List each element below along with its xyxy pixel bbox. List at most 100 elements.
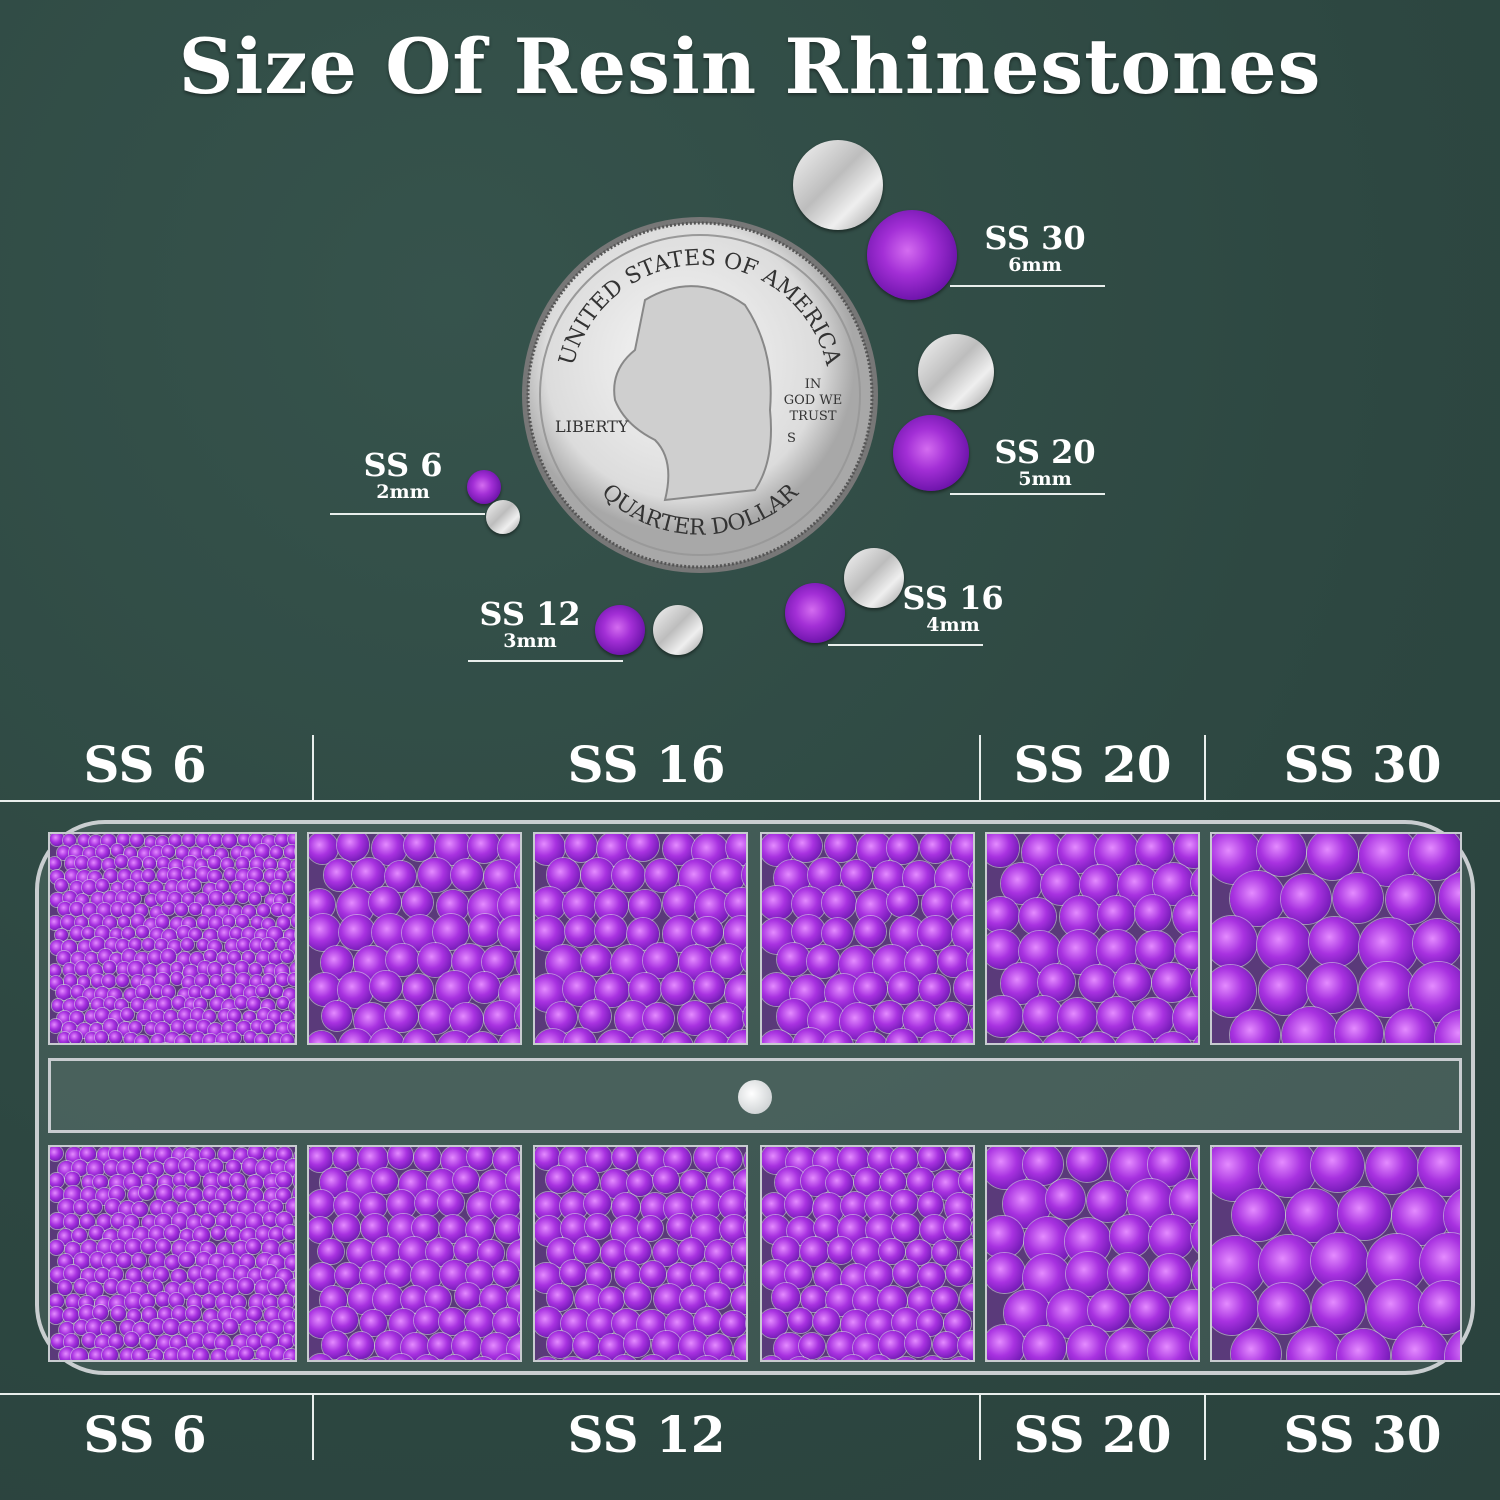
rhinestone <box>290 893 295 909</box>
rhinestone <box>919 1031 956 1043</box>
rhinestone <box>171 1268 187 1284</box>
rhinestone <box>973 1145 975 1170</box>
rhinestone <box>638 1215 664 1242</box>
rhinestone <box>110 902 126 917</box>
rhinestone <box>946 1357 973 1360</box>
rhinestone <box>585 1262 612 1289</box>
rhinestone <box>63 1334 80 1351</box>
rhinestone <box>371 1167 399 1195</box>
rhinestone <box>294 1267 295 1282</box>
rhinestone <box>1333 873 1384 924</box>
rhinestone <box>222 834 237 849</box>
rhinestone <box>1022 995 1063 1036</box>
rhinestone <box>239 1254 256 1270</box>
rhinestone <box>121 903 135 917</box>
rhinestone <box>50 857 61 871</box>
rhinestone <box>231 984 246 999</box>
rhinestone <box>117 1044 130 1045</box>
rhinestone <box>142 1214 158 1231</box>
rhinestone <box>653 1283 684 1314</box>
rhinestone <box>62 998 78 1014</box>
rhinestone <box>235 857 250 872</box>
rhinestone <box>197 916 211 930</box>
rhinestone <box>207 1320 223 1335</box>
tray-compartment <box>760 832 975 1045</box>
rhinestone <box>209 890 224 906</box>
rhinestone <box>130 914 146 929</box>
rhinestone <box>236 973 251 989</box>
rhinestone <box>162 1318 180 1336</box>
rhinestone <box>744 1262 746 1293</box>
rhinestone <box>1152 1032 1193 1043</box>
tray-compartment <box>48 832 297 1045</box>
rhinestone <box>144 835 158 849</box>
rhinestone <box>873 1001 906 1033</box>
rhinestone <box>296 882 298 895</box>
rhinestone <box>104 1279 120 1294</box>
rhinestone <box>123 1147 140 1162</box>
rhinestone <box>70 1011 84 1025</box>
rhinestone <box>50 1293 64 1309</box>
rhinestone <box>276 996 290 1010</box>
rhinestone <box>466 1031 500 1043</box>
rhinestone <box>515 860 520 892</box>
rhinestone <box>182 834 197 848</box>
purple-stone-ss6 <box>467 470 501 504</box>
svg-text:GOD WE: GOD WE <box>784 393 842 408</box>
rhinestone <box>74 1253 90 1269</box>
rhinestone <box>292 1171 295 1189</box>
rhinestone <box>223 1279 241 1297</box>
rhinestone <box>111 1306 127 1321</box>
rhinestone <box>893 1260 921 1288</box>
rhinestone <box>746 1357 748 1362</box>
rhinestone <box>352 858 386 892</box>
rhinestone <box>987 930 1022 969</box>
rhinestone <box>238 1346 254 1360</box>
rhinestone <box>221 972 236 987</box>
rhinestone <box>276 972 290 987</box>
rhinestone <box>469 914 502 947</box>
rhinestone <box>1114 963 1152 1001</box>
rhinestone <box>296 984 297 999</box>
rhinestone <box>225 1346 242 1360</box>
rhinestone <box>385 1260 413 1287</box>
rhinestone <box>952 888 973 924</box>
rhinestone <box>717 1356 744 1360</box>
rhinestone <box>762 1309 788 1338</box>
rhinestone <box>50 834 65 847</box>
rhinestone <box>157 1042 173 1043</box>
rhinestone <box>402 974 434 1005</box>
rhinestone <box>279 1333 295 1349</box>
rhinestone <box>216 984 231 1000</box>
rhinestone <box>197 1020 212 1034</box>
rhinestone <box>95 1267 111 1283</box>
rhinestone <box>279 1358 295 1360</box>
rhinestone <box>156 1238 172 1255</box>
rhinestone <box>274 868 288 882</box>
rhinestone <box>103 1159 120 1177</box>
rhinestone <box>347 1332 375 1359</box>
rhinestone <box>969 1003 973 1036</box>
rhinestone <box>140 1147 158 1162</box>
rhinestone <box>368 886 401 919</box>
rhinestone <box>822 886 856 920</box>
silver-back-stone-ss20 <box>918 334 994 410</box>
rhinestone <box>891 1147 918 1173</box>
rhinestone <box>418 1000 453 1034</box>
svg-text:TRUST: TRUST <box>790 409 837 424</box>
rhinestone <box>507 1334 520 1360</box>
rhinestone <box>194 1159 212 1177</box>
rhinestone <box>386 1354 416 1360</box>
rhinestone <box>1148 1214 1194 1260</box>
rhinestone <box>291 858 295 873</box>
rhinestone <box>255 843 271 859</box>
rhinestone <box>249 938 265 954</box>
rhinestone <box>230 1212 248 1230</box>
rhinestone <box>215 879 229 894</box>
rhinestone <box>256 984 270 998</box>
rhinestone <box>211 1348 228 1360</box>
rhinestone <box>987 1252 1025 1294</box>
rhinestone <box>96 902 113 918</box>
rhinestone <box>131 1253 147 1268</box>
rhinestone <box>195 1252 213 1269</box>
